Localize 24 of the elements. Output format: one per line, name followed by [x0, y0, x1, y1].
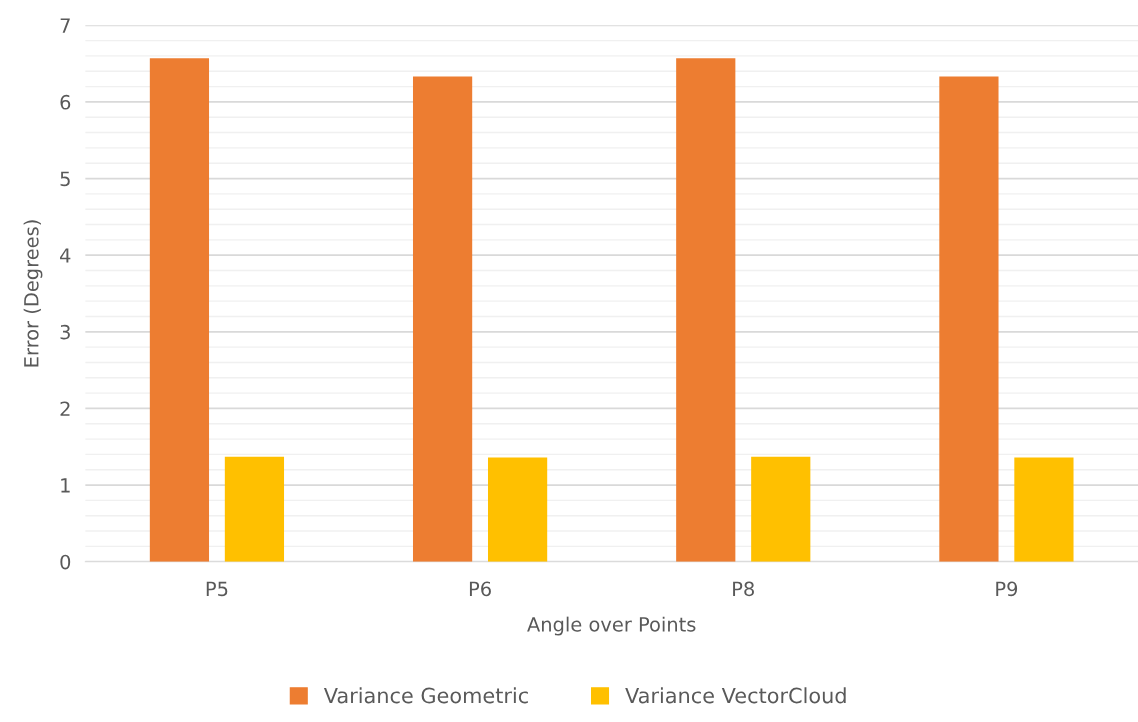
y-tick-label: 1 [61, 478, 70, 493]
y-tick-label: 3 [60, 324, 70, 340]
bar [939, 76, 999, 562]
bar [1014, 457, 1074, 562]
bar [412, 76, 473, 562]
bar [676, 58, 736, 562]
bar [149, 58, 210, 562]
x-tick-label: P8 [733, 581, 754, 597]
bar [224, 456, 285, 562]
x-axis-title: Angle over Points [527, 616, 696, 636]
legend-label: Variance Geometric [323, 687, 528, 704]
bar [751, 456, 811, 562]
y-tick-label: 2 [60, 401, 70, 416]
y-tick-label: 0 [60, 554, 71, 570]
y-tick-label: 6 [60, 94, 71, 110]
y-tick-label: 7 [60, 18, 70, 33]
y-axis-title: Error (Degrees) [23, 220, 43, 367]
x-tick-label: P9 [996, 581, 1018, 597]
y-tick-label: 5 [60, 171, 70, 187]
x-tick-label: P6 [469, 581, 491, 597]
bar [487, 457, 548, 562]
x-tick-label: P5 [206, 581, 228, 597]
legend-label: Variance VectorCloud [625, 687, 846, 704]
y-tick-label: 4 [60, 248, 71, 263]
